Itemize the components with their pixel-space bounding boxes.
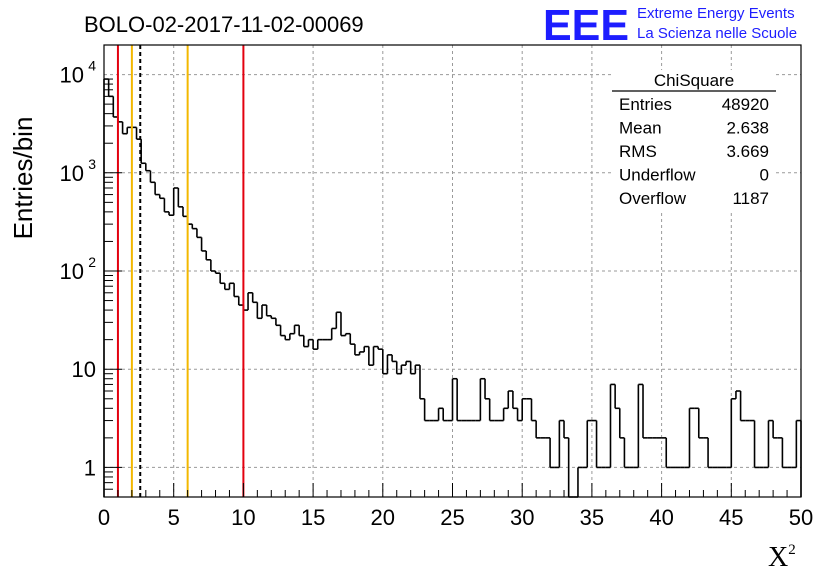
x-tick-label: 30: [510, 505, 534, 530]
x-tick-label: 35: [580, 505, 604, 530]
y-tick-label: 10: [60, 63, 84, 88]
stats-row-label: Underflow: [619, 166, 696, 185]
stats-row-value: 1187: [732, 189, 769, 208]
histogram-bars: [103, 78, 802, 498]
x-axis-label-base: X: [768, 542, 788, 572]
y-tick-label: 10: [72, 357, 96, 382]
x-tick-label: 25: [440, 505, 464, 530]
logo-letters: EEE: [543, 1, 629, 50]
x-tick-label: 5: [168, 505, 180, 530]
logo-line1: Extreme Energy Events: [637, 5, 795, 22]
x-tick-label: 15: [301, 505, 325, 530]
y-tick-label: 10: [60, 161, 84, 186]
y-tick-label-exponent: 4: [88, 58, 96, 74]
stats-row-value: 2.638: [726, 119, 769, 138]
x-tick-labels: 0 5 10 15 20 25 30 35 40 45 50: [98, 505, 813, 530]
y-tick-label: 10: [60, 259, 84, 284]
stats-box-bg: [612, 70, 776, 210]
y-tick-label-exponent: 2: [88, 254, 96, 270]
x-axis-label: X2: [768, 542, 796, 572]
x-tick-label: 10: [231, 505, 255, 530]
stats-title: ChiSquare: [654, 71, 734, 90]
x-tick-label: 0: [98, 505, 110, 530]
grid: [104, 45, 801, 497]
stats-row-value: 48920: [722, 95, 769, 114]
stats-row-label: Mean: [619, 119, 662, 138]
stats-row-label: Entries: [619, 95, 672, 114]
logo-line2: La Scienza nelle Scuole: [637, 25, 797, 42]
stats-rows: Entries 48920 Mean 2.638 RMS 3.669 Underflow 0 O…: [619, 95, 769, 208]
x-tick-label: 20: [371, 505, 395, 530]
x-tick-label: 45: [719, 505, 743, 530]
y-tick-label: 1: [84, 455, 96, 480]
x-tick-label: 50: [789, 505, 813, 530]
x-tick-label: 40: [649, 505, 673, 530]
stats-row-label: Overflow: [619, 189, 687, 208]
x-axis-label-sup: 2: [788, 542, 796, 558]
y-axis-label: Entries/bin: [8, 117, 38, 240]
y-tick-label-exponent: 3: [88, 156, 96, 172]
stats-row-value: 3.669: [726, 142, 769, 161]
stats-box: ChiSquare Entries 48920 Mean 2.638 RMS 3.669 U…: [612, 70, 776, 210]
eee-logo: EEE Extreme Energy Events La Scienza nel…: [543, 1, 797, 50]
stats-row-value: 0: [760, 166, 769, 185]
stats-row-label: RMS: [619, 142, 657, 161]
axis-ticks: [103, 78, 802, 498]
chart-title: BOLO-02-2017-11-02-00069: [84, 12, 364, 37]
